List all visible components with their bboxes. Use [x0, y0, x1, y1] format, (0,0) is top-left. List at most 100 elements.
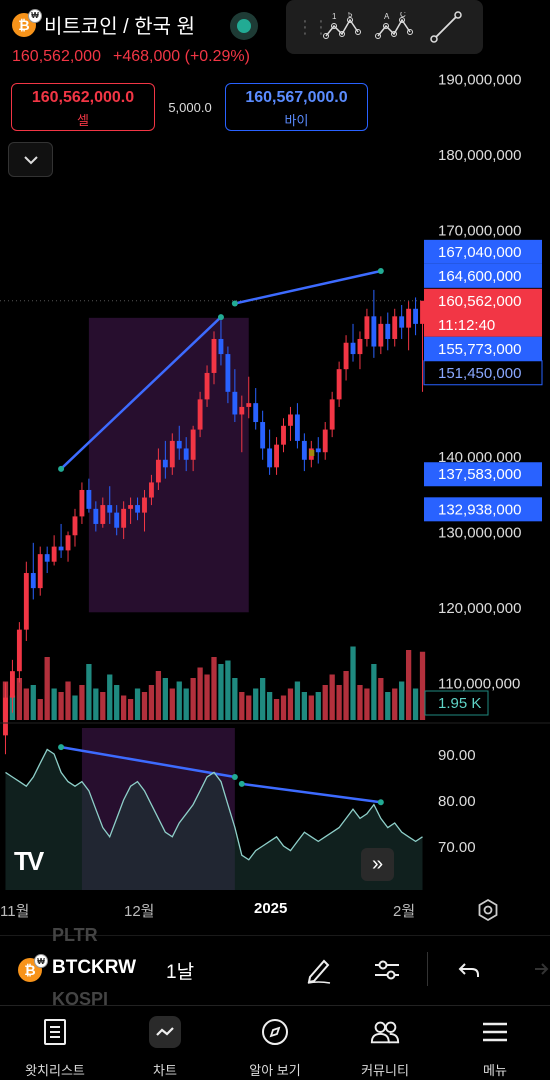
chart-icon [149, 1016, 181, 1048]
drawing-tools-button[interactable] [301, 952, 337, 988]
volume-bar [378, 678, 384, 720]
redo-button[interactable] [520, 952, 550, 988]
sell-button[interactable]: 160,562,000.0 셀 [11, 83, 155, 131]
symbol-title-row[interactable]: ₿ ₩ 비트코인 / 한국 원 [12, 8, 195, 39]
nav-chart[interactable]: 차트 [110, 1006, 220, 1080]
candle-body [301, 440, 307, 460]
volume-bar [176, 681, 182, 720]
nav-label: 알아 보기 [249, 1063, 301, 1078]
candle-body [385, 323, 391, 339]
candle-body [51, 546, 57, 562]
candle-body [413, 308, 419, 324]
candle-body [197, 399, 203, 430]
candle-body [399, 316, 405, 328]
nav-menu[interactable]: 메뉴 [440, 1006, 550, 1080]
ghost-symbol-below: KOSPI [52, 989, 109, 1009]
volume-bar [371, 664, 377, 720]
market-open-status-icon[interactable] [230, 12, 258, 40]
volume-bar [155, 671, 162, 720]
tradingview-logo[interactable]: TV [14, 846, 44, 876]
candle-body [190, 429, 196, 460]
xabcd-pattern-tool[interactable]: 1 5 [316, 5, 368, 49]
trend-line-anchor [217, 314, 224, 321]
timeframe-selector[interactable]: 1날 [166, 962, 195, 983]
candle-body [107, 505, 113, 513]
candle-body [162, 459, 168, 468]
candle-body [72, 516, 78, 536]
volume-bar [79, 685, 85, 720]
candle-body [357, 338, 363, 355]
volume-bar [204, 674, 210, 720]
volume-bar [16, 678, 23, 720]
volume-bar [322, 685, 328, 720]
price-change: +468,000 (+0.29%) [112, 48, 250, 65]
price-label-box [424, 497, 542, 522]
volume-bar [253, 688, 259, 720]
price-label-blue: 167,040,000 [424, 239, 542, 264]
time-label-dec: 12월 [124, 903, 155, 920]
time-axis[interactable]: 11월 12월 2025 2월 [0, 900, 550, 922]
candle-body [281, 425, 286, 445]
price-chart[interactable]: 190,000,000 180,000,000 170,000,000 140,000… [0, 0, 550, 900]
redo-icon [535, 963, 549, 975]
candle-body [336, 369, 342, 400]
candle-body [260, 422, 266, 449]
collapse-trade-button[interactable] [8, 142, 53, 177]
nav-watchlist[interactable]: 왓치리스트 [0, 1006, 110, 1080]
candle-body [322, 429, 328, 453]
abcd-pattern-tool[interactable]: A C [368, 5, 420, 49]
price-label-blue: 164,600,000 [424, 263, 542, 288]
candle-body [121, 508, 127, 528]
chevron-down-icon [23, 155, 38, 164]
trend-line [234, 269, 382, 305]
candle-body [114, 512, 120, 528]
price-label-blue: 137,583,000 [424, 462, 542, 487]
trend-line-tool[interactable] [420, 5, 472, 49]
volume-bar [107, 674, 113, 720]
symbol-name[interactable]: BTCKRW [52, 957, 137, 978]
drag-handle-icon[interactable]: ⋮⋮ [296, 16, 330, 37]
scroll-to-realtime-button[interactable]: » [361, 848, 394, 881]
candle-body [288, 414, 293, 426]
volume-bar [266, 692, 273, 720]
volume-bar [134, 688, 141, 720]
candle-body [364, 316, 370, 339]
price-label-box [424, 462, 542, 487]
pen-icon [307, 959, 331, 984]
candle-body [378, 323, 384, 347]
nav-explore[interactable]: 알아 보기 [220, 1006, 330, 1080]
price-label-box [424, 288, 542, 337]
chart-settings-icon[interactable] [476, 898, 500, 927]
bottom-navigation: 왓치리스트 차트 알아 보기 커뮤니티 메뉴 [0, 1005, 550, 1080]
event-marker [309, 450, 315, 456]
candle-body [23, 573, 29, 630]
candle-body [315, 448, 321, 453]
volume-bar [385, 692, 391, 720]
candle-body [149, 482, 154, 498]
volume-bar [287, 688, 294, 720]
nav-community[interactable]: 커뮤니티 [330, 1006, 440, 1080]
indicators-button[interactable] [369, 952, 405, 988]
volume-bar [343, 671, 349, 720]
volume-bar [419, 651, 426, 720]
watchlist-icon [39, 1016, 71, 1048]
chart-header: ₿ ₩ 비트코인 / 한국 원 160,562,000 +468,000 (+0.… [0, 0, 550, 140]
volume-bar [308, 695, 314, 720]
candle-body [65, 535, 71, 551]
undo-button[interactable] [451, 952, 487, 988]
candle-body [406, 308, 412, 328]
buy-button[interactable]: 160,567,000.0 바이 [225, 83, 368, 131]
nav-label: 커뮤니티 [361, 1063, 409, 1078]
time-label-nov: 11월 [0, 903, 30, 920]
candle-body [16, 629, 22, 672]
candle-body [79, 489, 85, 517]
price-label-text: 132,938,000 [438, 501, 521, 518]
price-label-box [424, 239, 542, 264]
drawing-toolbox: ⋮⋮ 1 5 A C [286, 0, 483, 54]
candle-body [232, 391, 238, 415]
volume-label: 1.95 K [424, 690, 489, 716]
double-chevron-right-icon: » [371, 853, 384, 875]
trend-line [60, 745, 236, 779]
volume-bar [51, 688, 57, 720]
symbol-toolbar [0, 935, 550, 1003]
